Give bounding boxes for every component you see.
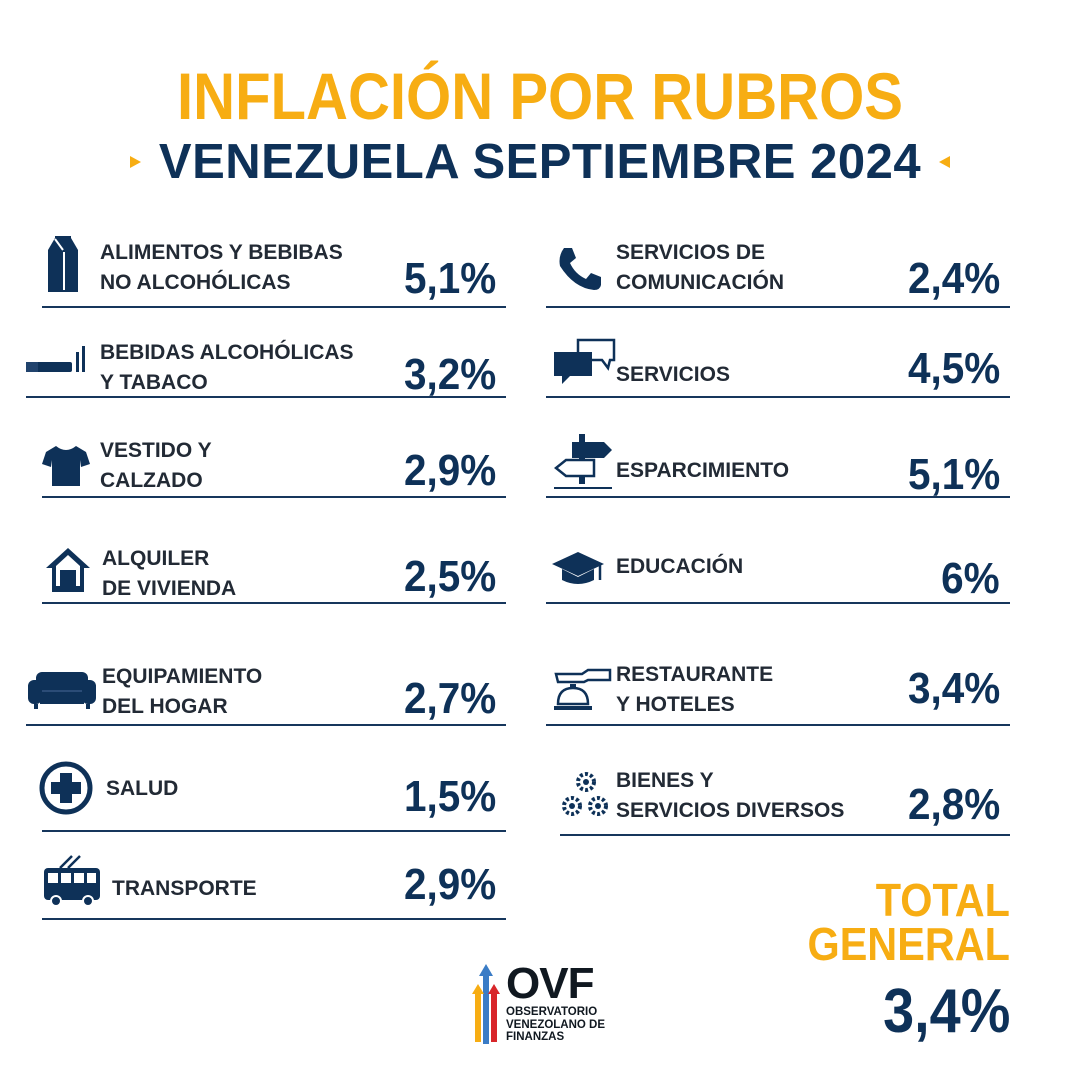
triangle-left-icon [939,156,951,168]
trolleybus-icon [44,855,100,907]
gears-icon [562,772,608,816]
divider [42,918,506,920]
item-value: 2,9% [403,446,496,495]
divider [42,830,506,832]
item-salud: SALUD 1,5% [39,752,506,832]
total-label-line2: GENERAL [807,918,1010,970]
item-value: 2,8% [907,780,1000,829]
sofa-icon [28,672,96,709]
item-value: 1,5% [403,772,496,821]
item-value: 6% [941,554,1000,603]
graduation-cap-icon [552,552,604,584]
divider [26,724,506,726]
divider [546,396,1010,398]
house-icon [46,548,90,592]
item-label: DEL HOGAR [102,695,228,718]
cigarette-icon [26,346,85,372]
service-bell-icon [554,668,612,710]
item-label: SALUD [106,777,179,800]
logo-line: OBSERVATORIO [506,1006,598,1018]
item-label: ESPARCIMIENTO [616,459,790,482]
divider [560,834,1010,836]
item-comunicacion: SERVICIOS DE COMUNICACIÓN 2,4% [546,232,1010,308]
item-label: EQUIPAMIENTO [102,665,263,688]
item-value: 5,1% [403,254,496,303]
ovf-arrows-icon [472,964,500,1044]
item-label: TRANSPORTE [112,877,257,900]
item-value: 2,9% [403,860,496,909]
subtitle-row: VENEZUELA SEPTIEMBRE 2024 [0,132,1080,192]
item-value: 3,4% [907,664,1000,713]
item-label: COMUNICACIÓN [616,271,784,294]
item-label: SERVICIOS [616,363,730,386]
item-label: SERVICIOS DIVERSOS [616,799,845,822]
signpost-icon [553,434,612,489]
item-bienes: BIENES Y SERVICIOS DIVERSOS 2,8% [560,764,1010,836]
item-label: BEBIDAS ALCOHÓLICAS [100,341,354,364]
item-label: VESTIDO Y [100,439,212,462]
ovf-logo: OVF OBSERVATORIO VENEZOLANO DE FINANZAS [470,962,630,1046]
item-alimentos: ALIMENTOS Y BEBIBAS NO ALCOHÓLICAS 5,1% [42,232,506,308]
page-subtitle: VENEZUELA SEPTIEMBRE 2024 [158,135,922,189]
logo-line: FINANZAS [506,1031,565,1043]
item-equipamiento: EQUIPAMIENTO DEL HOGAR 2,7% [26,654,506,726]
divider [42,306,506,308]
triangle-right-icon [129,156,141,168]
item-value: 2,7% [403,674,496,723]
page-title: INFLACIÓN POR RUBROS [176,59,903,133]
total-value: 3,4% [882,977,1010,1046]
phone-icon [559,248,601,290]
item-label: CALZADO [100,469,203,492]
item-label: DE VIVIENDA [102,577,237,600]
item-value: 5,1% [907,450,1000,499]
item-transporte: TRANSPORTE 2,9% [42,852,506,920]
logo-line: VENEZOLANO DE [506,1018,606,1031]
divider [42,496,506,498]
divider [546,306,1010,308]
divider [546,496,1010,498]
item-label: RESTAURANTE [616,663,774,686]
item-value: 4,5% [907,344,1000,393]
item-label: BIENES Y [616,769,714,792]
divider [42,602,506,604]
item-label: ALIMENTOS Y BEBIBAS [100,241,343,264]
item-servicios: SERVICIOS 4,5% [546,330,1010,398]
item-esparcimiento: ESPARCIMIENTO 5,1% [546,428,1010,499]
divider [546,602,1010,604]
divider [546,724,1010,726]
item-value: 3,2% [403,350,496,399]
item-vestido: VESTIDO Y CALZADO 2,9% [42,428,506,498]
total-label: TOTAL GENERAL [807,874,1010,970]
medical-cross-icon [39,761,93,815]
tshirt-icon [42,446,90,486]
item-label: ALQUILER [102,547,210,570]
item-alquiler: ALQUILER DE VIVIENDA 2,5% [42,536,506,604]
total-label-line1: TOTAL [875,874,1010,926]
chat-bubbles-icon [554,338,616,384]
item-label: Y HOTELES [616,693,735,716]
item-label: SERVICIOS DE [616,241,765,264]
milk-carton-icon [48,236,78,292]
item-restaurante: RESTAURANTE Y HOTELES 3,4% [546,654,1010,726]
item-label: NO ALCOHÓLICAS [100,271,291,294]
logo-fullname: OBSERVATORIO VENEZOLANO DE FINANZAS [506,1006,626,1044]
divider [26,396,506,398]
item-label: Y TABACO [100,371,208,394]
item-value: 2,4% [907,254,1000,303]
item-label: EDUCACIÓN [616,555,744,578]
logo-abbr: OVF [506,959,594,1008]
item-value: 2,5% [403,552,496,601]
item-bebidas-alcoholicas: BEBIDAS ALCOHÓLICAS Y TABACO 3,2% [26,330,506,399]
item-educacion: EDUCACIÓN 6% [546,536,1010,604]
